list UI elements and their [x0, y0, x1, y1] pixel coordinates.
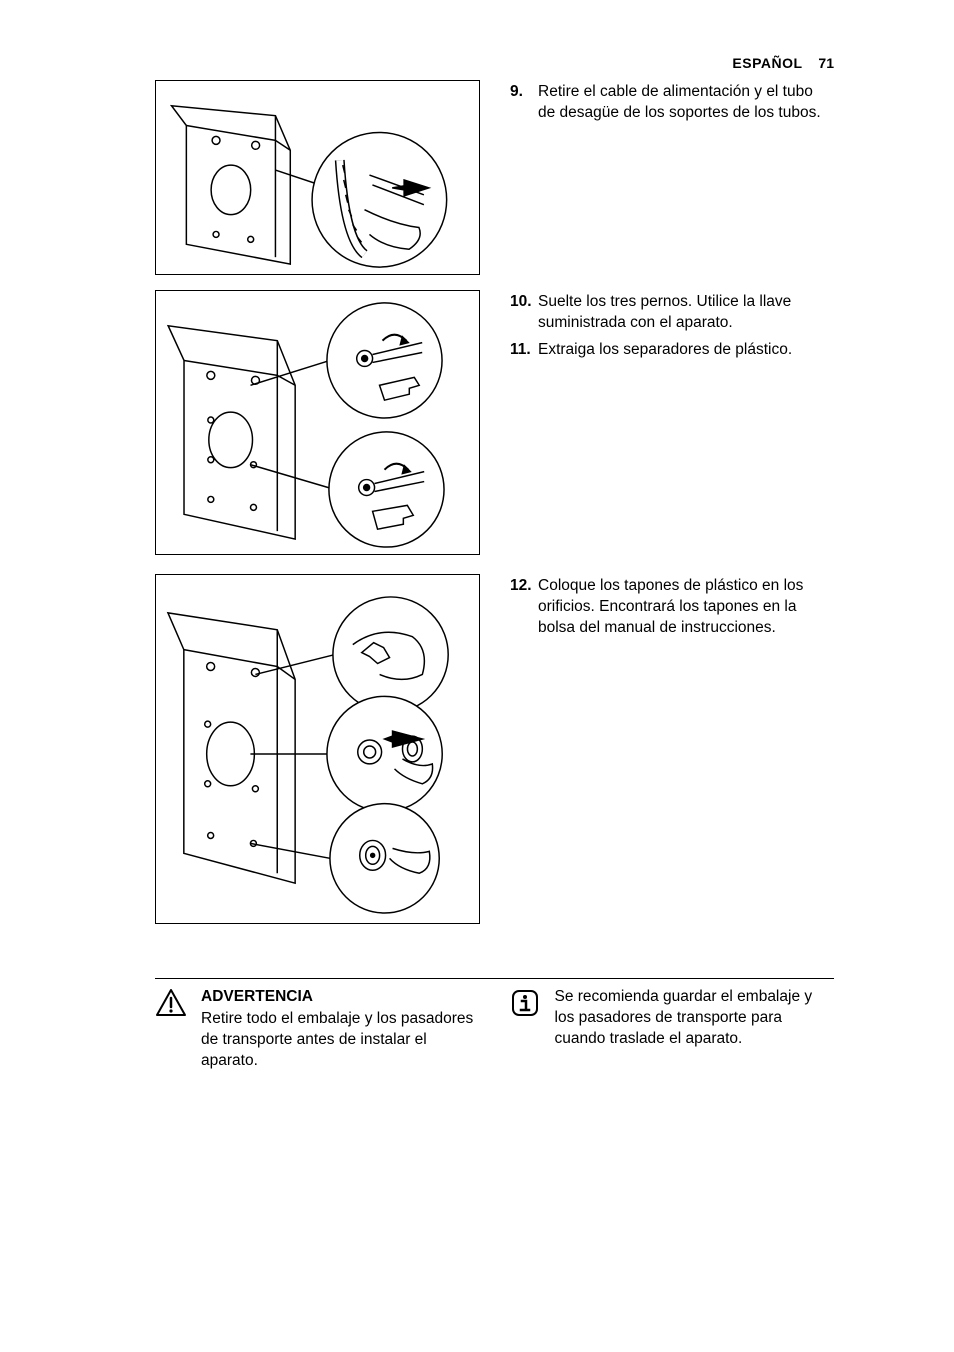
notes-section: ADVERTENCIA Retire todo el embalaje y lo… [155, 978, 834, 1072]
header-language: ESPAÑOL [732, 55, 802, 71]
illustration-step-12 [155, 574, 480, 924]
step-text: Extraiga los separadores de plástico. [538, 340, 834, 361]
washing-machine-bolts-icon [156, 291, 479, 554]
step-row-10-11: 10. Suelte los tres pernos. Utilice la l… [155, 290, 834, 555]
instruction-item-12: 12. Coloque los tapones de plástico en l… [510, 576, 834, 639]
warning-icon [155, 987, 187, 1019]
illustration-step-9 [155, 80, 480, 275]
info-block: Se recomienda guardar el embalaje y los … [509, 987, 835, 1072]
instruction-col-10-11: 10. Suelte los tres pernos. Utilice la l… [510, 290, 834, 555]
step-text: Retire el cable de alimentación y el tub… [538, 82, 834, 124]
instruction-item-9: 9. Retire el cable de alimentación y el … [510, 82, 834, 124]
washing-machine-hose-icon [156, 81, 479, 274]
header-page-number: 71 [818, 55, 834, 71]
warning-body: ADVERTENCIA Retire todo el embalaje y lo… [201, 987, 481, 1072]
warning-heading: ADVERTENCIA [201, 987, 481, 1008]
warning-block: ADVERTENCIA Retire todo el embalaje y lo… [155, 987, 481, 1072]
info-icon [509, 987, 541, 1019]
step-number: 9. [510, 82, 538, 124]
step-number: 11. [510, 340, 538, 361]
step-number: 12. [510, 576, 538, 639]
washing-machine-caps-icon [156, 575, 479, 923]
step-row-12: 12. Coloque los tapones de plástico en l… [155, 574, 834, 924]
step-row-9: 9. Retire el cable de alimentación y el … [155, 80, 834, 275]
step-text: Coloque los tapones de plástico en los o… [538, 576, 834, 639]
instruction-item-10: 10. Suelte los tres pernos. Utilice la l… [510, 292, 834, 334]
step-number: 10. [510, 292, 538, 334]
instruction-col-9: 9. Retire el cable de alimentación y el … [510, 80, 834, 275]
illustration-step-10-11 [155, 290, 480, 555]
page-header: ESPAÑOL 71 [732, 55, 834, 71]
step-text: Suelte los tres pernos. Utilice la llave… [538, 292, 834, 334]
info-body: Se recomienda guardar el embalaje y los … [555, 987, 835, 1072]
instruction-col-12: 12. Coloque los tapones de plástico en l… [510, 574, 834, 924]
instruction-item-11: 11. Extraiga los separadores de plástico… [510, 340, 834, 361]
warning-text: Retire todo el embalaje y los pasadores … [201, 1009, 481, 1072]
info-text: Se recomienda guardar el embalaje y los … [555, 987, 835, 1050]
